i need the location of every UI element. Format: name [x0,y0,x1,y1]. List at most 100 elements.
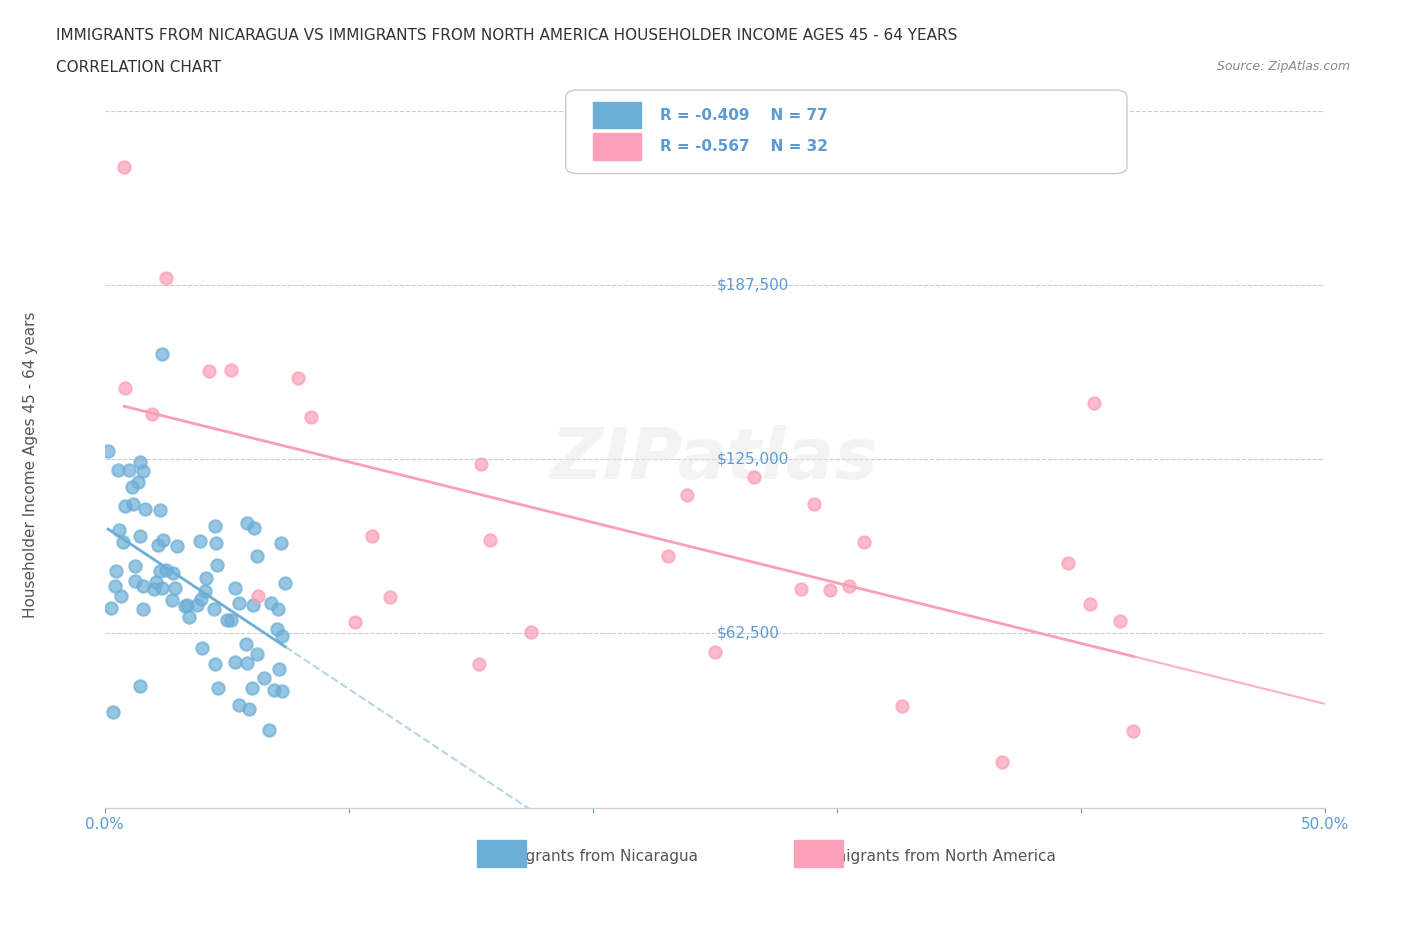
Text: Source: ZipAtlas.com: Source: ZipAtlas.com [1216,60,1350,73]
Point [150,580,173,595]
Point [198,364,221,379]
Point [789,581,811,596]
Text: Householder Income Ages 45 - 64 years: Householder Income Ages 45 - 64 years [24,312,38,618]
Text: $187,500: $187,500 [717,277,789,293]
Point [129,528,152,543]
Point [145,575,167,590]
Point [146,538,169,552]
Point [104,578,127,593]
Point [221,363,243,378]
Point [204,519,226,534]
Point [186,597,208,612]
Point [129,455,152,470]
Point [818,582,841,597]
Point [194,570,217,585]
Point [149,502,172,517]
Point [194,584,217,599]
Point [150,347,173,362]
Point [235,656,257,671]
FancyBboxPatch shape [593,101,641,128]
Point [803,496,825,511]
Point [267,602,290,617]
Point [263,682,285,697]
Point [467,657,489,671]
Point [124,558,146,573]
Text: Immigrants from North America: Immigrants from North America [813,849,1056,864]
Point [657,548,679,563]
Point [207,680,229,695]
Point [127,475,149,490]
Point [853,535,876,550]
FancyBboxPatch shape [593,133,641,160]
Point [287,370,309,385]
Point [174,598,197,613]
Point [188,534,211,549]
Point [224,655,246,670]
Point [991,755,1014,770]
Point [242,597,264,612]
Point [100,601,122,616]
Point [97,444,120,458]
Point [224,580,246,595]
Point [155,563,177,578]
Point [246,647,269,662]
Point [378,590,401,604]
Point [215,613,238,628]
Point [132,602,155,617]
Text: R = -0.409    N = 77: R = -0.409 N = 77 [659,108,828,123]
Point [121,497,143,512]
Point [219,613,242,628]
Point [1083,396,1105,411]
Point [228,596,250,611]
Point [202,602,225,617]
Point [257,723,280,737]
Point [104,564,127,578]
Point [470,457,492,472]
Text: CORRELATION CHART: CORRELATION CHART [56,60,221,75]
Point [478,533,501,548]
Point [108,522,131,537]
Point [118,463,141,478]
Point [103,705,125,720]
Point [205,558,228,573]
Point [301,410,323,425]
Point [166,538,188,553]
Point [114,380,136,395]
Point [162,565,184,580]
Point [1109,613,1132,628]
Text: IMMIGRANTS FROM NICARAGUA VS IMMIGRANTS FROM NORTH AMERICA HOUSEHOLDER INCOME AG: IMMIGRANTS FROM NICARAGUA VS IMMIGRANTS … [56,28,957,43]
Point [131,578,153,593]
Point [152,533,174,548]
Point [191,640,214,655]
Point [141,407,163,422]
Point [160,592,183,607]
Point [267,661,290,676]
Point [1122,724,1144,738]
Point [361,528,384,543]
Point [134,502,156,517]
Point [110,589,132,604]
Text: $250,000: $250,000 [717,103,789,118]
Point [246,588,269,603]
Point [204,536,226,551]
Point [246,549,269,564]
Point [252,671,274,685]
Point [270,536,292,551]
Point [190,591,212,606]
Point [1057,555,1080,570]
Point [238,701,260,716]
Text: $125,000: $125,000 [717,452,789,467]
Point [149,564,172,578]
Point [176,597,198,612]
Point [891,698,914,713]
Point [112,159,135,174]
Point [107,463,129,478]
Point [243,521,266,536]
Point [142,582,165,597]
Point [344,615,367,630]
FancyBboxPatch shape [794,841,842,867]
Point [235,636,257,651]
Point [163,581,186,596]
Point [204,657,226,671]
Point [112,534,135,549]
